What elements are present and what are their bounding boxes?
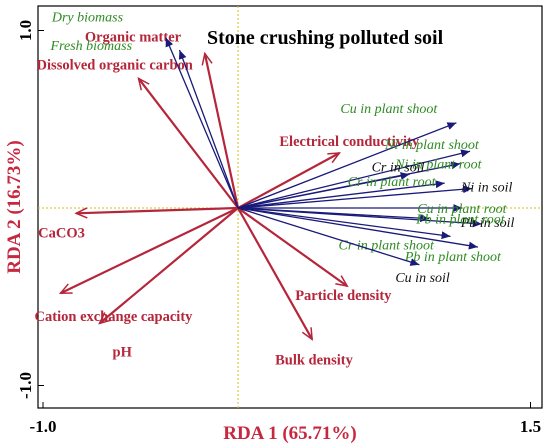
response-label-ni-in-soil: Ni in soil xyxy=(460,180,512,195)
x-axis-label: RDA 1 (65.71%) xyxy=(223,423,357,444)
response-label-pb-in-soil: Pb in soil xyxy=(460,216,515,231)
env-arrow-ph xyxy=(98,207,239,325)
response-label-cr-in-plant-root: Cr in plant root xyxy=(348,175,437,190)
response-label-cu-in-soil: Cu in soil xyxy=(395,271,450,286)
response-label-pb-in-plant-root: Pb in plant root xyxy=(415,213,506,228)
env-arrow-organic-matter xyxy=(201,51,240,209)
response-arrow-ni-in-soil xyxy=(237,185,473,209)
env-label-electrical-conductivity: Electrical conductivity xyxy=(279,134,419,150)
env-arrow-particle-density xyxy=(237,207,349,288)
response-label-cu-in-plant-shoot: Cu in plant shoot xyxy=(340,102,438,117)
x-tick-label: 1.5 xyxy=(520,417,541,436)
response-label-cr-in-plant-shoot: Cr in plant shoot xyxy=(339,238,435,253)
env-arrow-dissolved-organic-carbon xyxy=(137,76,239,209)
response-label-ni-in-plant-shoot: Ni in plant shoot xyxy=(384,138,480,153)
env-label-organic-matter: Organic matter xyxy=(85,30,182,46)
response-label-dry-biomass: Dry biomass xyxy=(51,11,124,26)
response-arrow-cr-in-plant-root xyxy=(237,180,445,209)
env-label-ph: pH xyxy=(113,344,133,360)
env-arrow-cation-exchange-capacity xyxy=(58,207,239,295)
response-arrow-cu-in-soil xyxy=(237,207,420,266)
y-axis-label: RDA 2 (16.73%) xyxy=(4,140,25,274)
env-label-bulk-density: Bulk density xyxy=(275,352,354,368)
response-label-fresh-biomass: Fresh biomass xyxy=(50,39,133,54)
response-label-cr-in-soil: Cr in soil xyxy=(372,160,425,175)
y-tick-label: -1.0 xyxy=(16,372,35,399)
env-label-caco3: CaCO3 xyxy=(38,225,85,241)
x-tick-label: -1.0 xyxy=(30,417,57,436)
environment-vectors: Organic matter Dissolved organic carbon El… xyxy=(35,30,420,369)
env-arrow-bulk-density xyxy=(237,207,314,341)
response-label-cu-in-plant-root: Cu in plant root xyxy=(417,202,507,217)
response-arrow-ni-in-plant-shoot xyxy=(237,149,471,209)
env-arrow-electrical-conductivity xyxy=(237,152,341,209)
response-arrow-fresh-biomass xyxy=(178,49,239,209)
env-label-dissolved-organic-carbon: Dissolved organic carbon xyxy=(37,57,193,73)
plot-frame xyxy=(37,5,543,409)
chart-title: Stone crushing polluted soil xyxy=(207,27,444,49)
env-arrow-caco3 xyxy=(74,206,239,219)
response-arrow-cr-in-soil xyxy=(237,172,410,209)
response-arrow-cu-in-plant-shoot xyxy=(237,122,457,209)
response-arrow-pb-in-plant-root xyxy=(237,207,430,223)
response-vectors: Dry biomass Fresh biomass Cu in plant shoo… xyxy=(50,11,515,286)
response-arrow-pb-in-plant-shoot xyxy=(237,207,478,250)
response-label-pb-in-plant-shoot: Pb in plant shoot xyxy=(404,250,502,265)
env-label-cation-exchange-capacity: Cation exchange capacity xyxy=(35,309,194,325)
response-arrow-cr-in-plant-shoot xyxy=(237,207,451,240)
axis-ticks: 1.0 -1.0 -1.0 1.5 xyxy=(16,20,541,436)
env-label-particle-density: Particle density xyxy=(295,288,392,304)
response-label-ni-in-plant-root: Ni in plant root xyxy=(394,158,482,173)
y-tick-label: 1.0 xyxy=(16,20,35,41)
response-arrow-dry-biomass xyxy=(165,37,239,209)
